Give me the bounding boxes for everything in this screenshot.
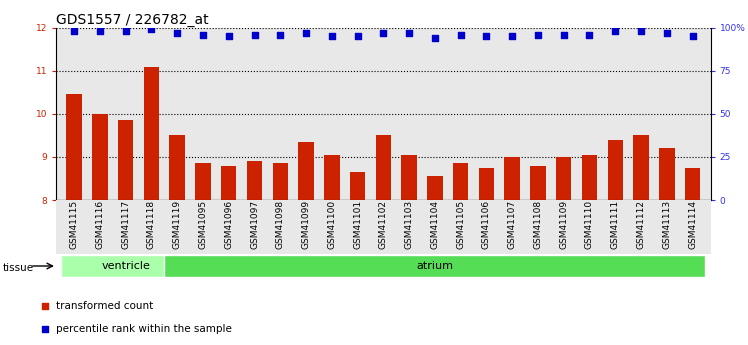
Bar	[504, 157, 520, 200]
Bar	[582, 155, 597, 200]
Bar	[247, 161, 263, 200]
Point	[480, 33, 492, 39]
Text: transformed count: transformed count	[56, 301, 153, 311]
Point	[506, 33, 518, 39]
Point	[635, 28, 647, 34]
Point	[610, 28, 622, 34]
Point	[455, 32, 467, 37]
Point	[145, 27, 157, 32]
Point	[660, 30, 672, 36]
Bar	[453, 164, 468, 200]
Point	[403, 30, 415, 36]
Point	[532, 32, 544, 37]
Point	[40, 326, 52, 332]
Bar	[61, 255, 190, 277]
Point	[40, 303, 52, 308]
Point	[377, 30, 389, 36]
Point	[352, 33, 364, 39]
Bar	[402, 155, 417, 200]
Point	[558, 32, 570, 37]
Bar	[118, 120, 133, 200]
Point	[326, 33, 338, 39]
Bar	[144, 67, 159, 200]
Bar	[375, 136, 391, 200]
Bar	[607, 140, 623, 200]
Point	[68, 28, 80, 34]
Point	[275, 32, 286, 37]
Point	[687, 33, 699, 39]
Text: percentile rank within the sample: percentile rank within the sample	[56, 324, 232, 334]
Point	[583, 32, 595, 37]
Point	[429, 35, 441, 41]
Point	[94, 28, 106, 34]
Point	[120, 28, 132, 34]
Bar	[67, 95, 82, 200]
Bar	[530, 167, 546, 200]
Bar	[298, 142, 313, 200]
Point	[248, 32, 260, 37]
Text: tissue: tissue	[3, 264, 34, 273]
Bar	[350, 172, 365, 200]
Bar	[195, 164, 211, 200]
Bar	[272, 164, 288, 200]
Bar	[165, 255, 705, 277]
Bar	[427, 176, 443, 200]
Bar	[479, 168, 494, 200]
Bar	[92, 114, 108, 200]
Text: ventricle: ventricle	[101, 261, 150, 271]
Bar	[170, 136, 185, 200]
Point	[223, 33, 235, 39]
Text: atrium: atrium	[417, 261, 453, 271]
Point	[300, 30, 312, 36]
Bar	[685, 168, 700, 200]
Bar	[556, 157, 571, 200]
Text: GDS1557 / 226782_at: GDS1557 / 226782_at	[56, 12, 209, 27]
Point	[197, 32, 209, 37]
Bar	[324, 155, 340, 200]
Point	[171, 30, 183, 36]
Bar	[634, 136, 649, 200]
Bar	[221, 167, 236, 200]
Bar	[659, 148, 675, 200]
